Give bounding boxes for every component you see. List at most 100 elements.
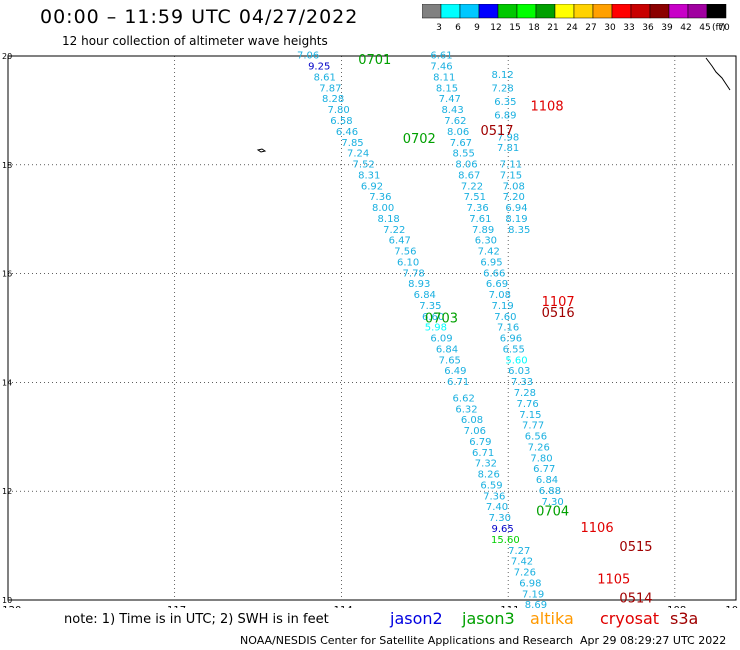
swh-value: 7.47 [439, 94, 461, 105]
swh-value: 9.25 [308, 62, 330, 73]
swh-value: 7.20 [503, 192, 525, 203]
y-tick-label: 10 [2, 596, 12, 605]
swh-value: 8.35 [508, 225, 530, 236]
swh-value: 7.78 [403, 268, 425, 279]
island-islet [256, 148, 267, 153]
track-label: 0516 [542, 306, 575, 321]
y-tick-label: 18 [2, 161, 12, 170]
swh-value: 7.19 [522, 589, 544, 600]
swh-value: 6.77 [533, 464, 555, 475]
swh-value: 7.06 [464, 426, 486, 437]
swh-value: 7.42 [478, 247, 500, 258]
x-tick-label: -10 [722, 605, 738, 608]
swh-value: 6.88 [539, 486, 561, 497]
swh-value: 6.49 [444, 366, 466, 377]
swh-value: 9.65 [491, 524, 513, 535]
swh-value: 6.55 [503, 344, 525, 355]
swh-value: 7.16 [497, 323, 519, 334]
swh-value: 6.10 [397, 257, 419, 268]
x-tick-label: -111 [497, 605, 520, 608]
track-label: 0517 [480, 124, 513, 139]
swh-value: 6.09 [430, 334, 452, 345]
swh-value: 6.71 [447, 377, 469, 388]
swh-value: 7.24 [347, 149, 369, 160]
track-label: 0514 [619, 592, 652, 607]
swh-value: 5.60 [505, 355, 527, 366]
x-tick-label: -120 [0, 605, 21, 608]
legend-cryosat: cryosat [600, 609, 660, 628]
swh-value: 6.60 [422, 312, 444, 323]
colorbar-tick-label: 27 [585, 23, 596, 33]
swh-value: 7.08 [503, 181, 525, 192]
x-tick-label: -114 [330, 605, 353, 608]
swh-value: 8.55 [453, 149, 475, 160]
colorbar-tick-label: 18 [528, 23, 540, 33]
colorbar-tick-label: 21 [547, 23, 558, 33]
colorbar-tick-label: 42 [680, 23, 691, 33]
colorbar-tick-label: 6 [455, 23, 461, 33]
swh-value: 7.15 [500, 170, 522, 181]
colorbar-unit-label: (ft) [712, 23, 726, 33]
colorbar-tick-label: 3 [436, 23, 442, 33]
track-label: 0703 [425, 312, 458, 327]
coastline-fragment [705, 57, 731, 91]
track-label: 0701 [358, 53, 391, 68]
map-frame [7, 55, 737, 601]
swh-value: 8.11 [433, 72, 455, 83]
swh-value: 7.22 [461, 181, 483, 192]
swh-value: 7.80 [328, 105, 350, 116]
swh-value: 7.77 [522, 421, 544, 432]
swh-value: 6.61 [430, 51, 452, 62]
x-tick-label: -117 [163, 605, 186, 608]
swh-value: 8.06 [455, 160, 477, 171]
page-title: 00:00 – 11:59 UTC 04/27/2022 [40, 6, 359, 28]
swh-value: 7.89 [472, 225, 494, 236]
swh-value: 7.42 [511, 557, 533, 568]
swh-value: 6.79 [469, 437, 491, 448]
swh-value: 6.32 [455, 404, 477, 415]
swh-value: 8.12 [491, 70, 513, 81]
track-label: 1105 [597, 573, 630, 588]
swh-value: 7.80 [530, 453, 552, 464]
track-label: 0515 [619, 540, 652, 555]
swh-value: 8.31 [358, 170, 380, 181]
swh-value: 6.95 [480, 257, 502, 268]
swh-value: 6.84 [536, 475, 558, 486]
swh-value: 6.62 [453, 393, 475, 404]
swh-value: 15.60 [491, 535, 520, 546]
swh-value: 7.56 [394, 247, 416, 258]
swh-value: 7.76 [516, 399, 538, 410]
swh-value: 7.81 [497, 143, 519, 154]
swh-value: 6.84 [414, 290, 436, 301]
swh-value: 7.11 [500, 160, 522, 171]
track-label: 1106 [581, 521, 614, 536]
swh-value: 7.30 [541, 497, 563, 508]
swh-value: 7.40 [486, 502, 508, 513]
colorbar-tick-label: 15 [509, 23, 520, 33]
swh-value: 6.92 [361, 181, 383, 192]
swh-value: 6.08 [461, 415, 483, 426]
swh-value: 7.08 [489, 290, 511, 301]
colorbar-swatch [706, 4, 727, 19]
track-label: 1107 [542, 295, 575, 310]
swh-value: 7.36 [369, 192, 391, 203]
swh-value: 8.67 [458, 170, 480, 181]
page-subtitle: 12 hour collection of altimeter wave hei… [62, 34, 328, 48]
wave-height-map: 7.069.258.617.878.287.806.586.467.857.24… [0, 51, 738, 608]
swh-value: 8.43 [441, 105, 463, 116]
swh-value: 6.96 [500, 334, 522, 345]
swh-value: 8.26 [478, 470, 500, 481]
track-labels: 0701 0702 0703 0704 1108 1107 1106 1105 0517 0516… [358, 53, 652, 607]
coastline [256, 57, 731, 153]
swh-value: 6.35 [494, 97, 516, 108]
colorbar-tick-label: 33 [623, 23, 634, 33]
footer-credit: NOAA/NESDIS Center for Satellite Applica… [240, 634, 574, 647]
swh-value: 6.98 [519, 578, 541, 589]
colorbar-tick-label: 24 [566, 23, 578, 33]
swh-value: 7.32 [475, 459, 497, 470]
colorbar-tick-label: 30 [604, 23, 616, 33]
swh-value: 7.98 [497, 132, 519, 143]
swh-value: 8.19 [505, 214, 527, 225]
y-tick-label: 14 [2, 378, 12, 387]
colorbar-tick-label: 9 [474, 23, 480, 33]
